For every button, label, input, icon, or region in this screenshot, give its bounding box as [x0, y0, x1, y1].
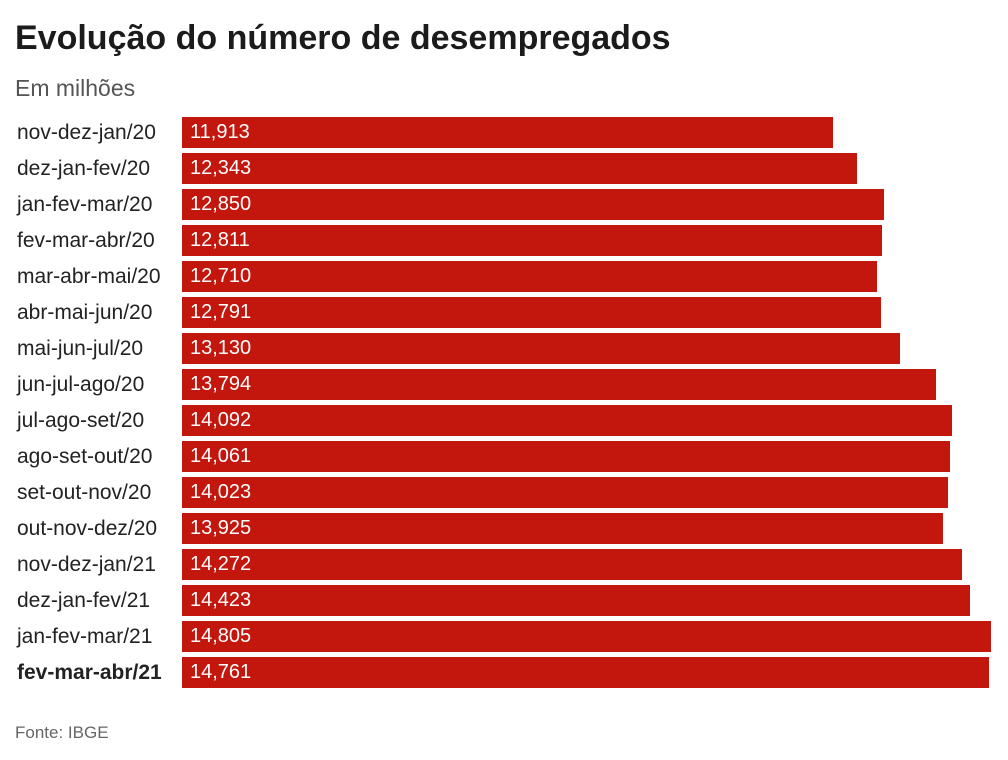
- bar: 12,811: [182, 225, 882, 256]
- bar: 14,061: [182, 441, 951, 472]
- source-note: Fonte: IBGE: [15, 723, 109, 742]
- category-label: mar-abr-mai/20: [17, 265, 161, 288]
- value-label: 12,850: [190, 193, 252, 215]
- category-label: out-nov-dez/20: [17, 517, 158, 540]
- bar: 14,761: [182, 657, 989, 688]
- bar-row: jun-jul-ago/20 13,794: [0, 369, 1008, 400]
- value-label: 14,023: [190, 481, 252, 503]
- bar: 13,794: [182, 369, 936, 400]
- bar: 12,710: [182, 261, 877, 292]
- bar-row: fev-mar-abr/21 14,761: [0, 657, 1008, 688]
- value-label: 13,794: [190, 373, 252, 395]
- bar: 14,272: [182, 549, 962, 580]
- bar-row: jan-fev-mar/20 12,850: [0, 189, 1008, 220]
- bar: 14,805: [182, 621, 991, 652]
- category-label: fev-mar-abr/21: [17, 661, 162, 684]
- category-label: jul-ago-set/20: [17, 409, 145, 432]
- category-label: nov-dez-jan/20: [17, 121, 156, 144]
- bar: 12,343: [182, 153, 857, 184]
- category-label: jan-fev-mar/21: [17, 625, 153, 648]
- value-label: 12,791: [190, 301, 252, 323]
- bar: 14,092: [182, 405, 952, 436]
- bar-row: mai-jun-jul/20 13,130: [0, 333, 1008, 364]
- bar: 12,791: [182, 297, 881, 328]
- bar: 13,925: [182, 513, 943, 544]
- category-label: jun-jul-ago/20: [17, 373, 145, 396]
- category-label: dez-jan-fev/20: [17, 157, 151, 180]
- bar: 14,423: [182, 585, 971, 616]
- category-label: ago-set-out/20: [17, 445, 153, 468]
- bar: 11,913: [182, 117, 833, 148]
- category-label: mai-jun-jul/20: [17, 337, 144, 360]
- value-label: 14,423: [190, 589, 252, 611]
- value-label: 12,343: [190, 157, 252, 179]
- value-label: 14,805: [190, 625, 252, 647]
- value-label: 14,761: [190, 661, 252, 683]
- bar-row: dez-jan-fev/21 14,423: [0, 585, 1008, 616]
- value-label: 12,710: [190, 265, 252, 287]
- category-label: nov-dez-jan/21: [17, 553, 156, 576]
- category-label: set-out-nov/20: [17, 481, 152, 504]
- category-label: jan-fev-mar/20: [17, 193, 153, 216]
- bar-row: dez-jan-fev/20 12,343: [0, 153, 1008, 184]
- value-label: 13,925: [190, 517, 252, 539]
- value-label: 11,913: [190, 121, 250, 143]
- category-label: dez-jan-fev/21: [17, 589, 151, 612]
- bar-row: abr-mai-jun/20 12,791: [0, 297, 1008, 328]
- category-label: abr-mai-jun/20: [17, 301, 153, 324]
- bar: 12,850: [182, 189, 885, 220]
- chart-subtitle: Em milhões: [15, 75, 136, 101]
- bar-row: mar-abr-mai/20 12,710: [0, 261, 1008, 292]
- bar-row: jan-fev-mar/21 14,805: [0, 621, 1008, 652]
- bar-row: out-nov-dez/20 13,925: [0, 513, 1008, 544]
- bar-row: ago-set-out/20 14,061: [0, 441, 1008, 472]
- category-label: fev-mar-abr/20: [17, 229, 155, 252]
- bar: 14,023: [182, 477, 949, 508]
- value-label: 14,092: [190, 409, 252, 431]
- value-label: 13,130: [190, 337, 252, 359]
- bar-row: jul-ago-set/20 14,092: [0, 405, 1008, 436]
- bar-chart: nov-dez-jan/20 11,913 dez-jan-fev/20 12,343…: [0, 117, 1008, 689]
- value-label: 12,811: [190, 229, 250, 251]
- bar-row: nov-dez-jan/20 11,913: [0, 117, 1008, 148]
- bar-row: fev-mar-abr/20 12,811: [0, 225, 1008, 256]
- bar: 13,130: [182, 333, 900, 364]
- chart-title: Evolução do número de desempregados: [15, 19, 671, 57]
- value-label: 14,272: [190, 553, 252, 575]
- bar-row: nov-dez-jan/21 14,272: [0, 549, 1008, 580]
- bar-row: set-out-nov/20 14,023: [0, 477, 1008, 508]
- value-label: 14,061: [190, 445, 252, 467]
